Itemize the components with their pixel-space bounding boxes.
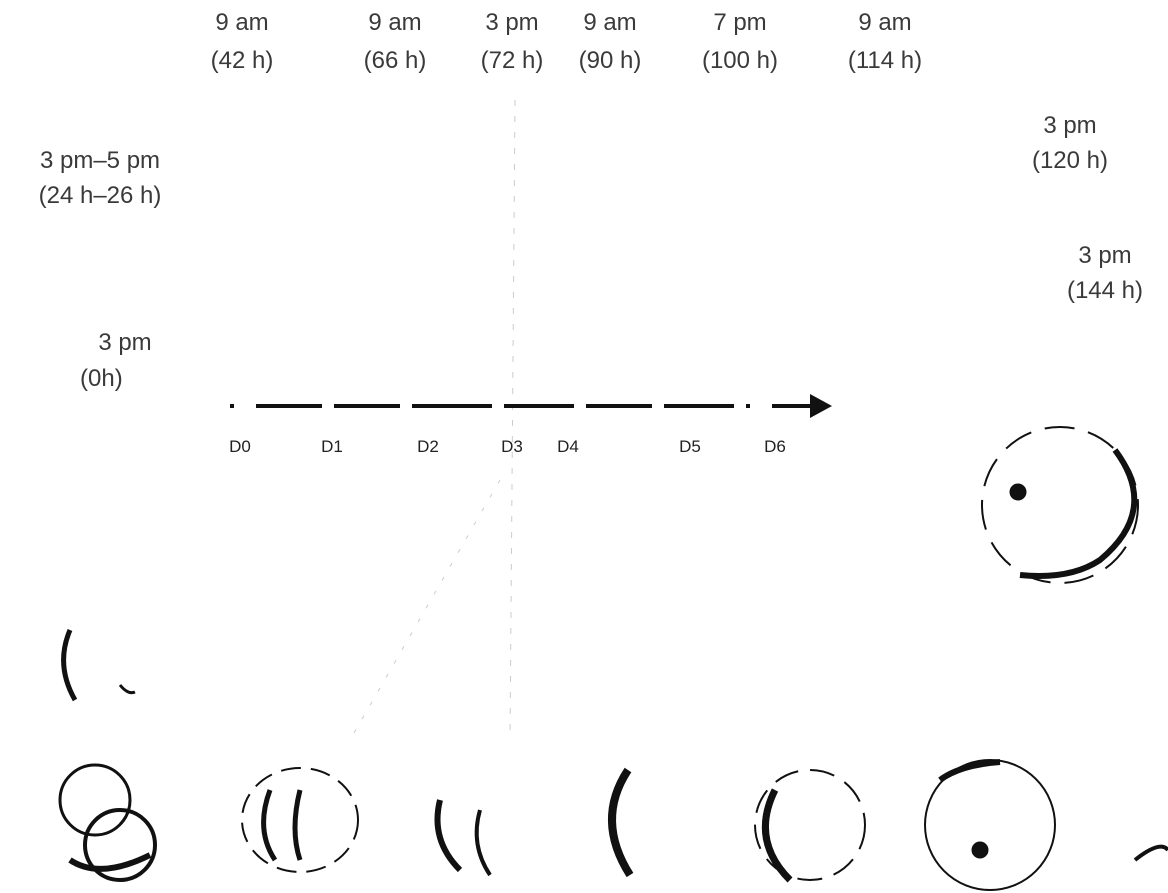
hours-label: (114 h) [848, 47, 922, 74]
time-label: 3 pm [1078, 242, 1131, 269]
day-label: D5 [679, 437, 701, 456]
time-label: 9 am [583, 9, 636, 36]
time-label: 3 pm [1043, 112, 1096, 139]
embryos [58, 426, 1168, 891]
time-label: 9 am [215, 9, 268, 36]
timeline-arrow [230, 394, 832, 418]
time-label: 3 pm–5 pm [40, 147, 160, 174]
time-label: 3 pm [98, 329, 151, 356]
hours-label: (90 h) [579, 47, 642, 74]
day-label: D2 [417, 437, 439, 456]
hours-label: (0h) [80, 365, 123, 392]
day-label: D4 [557, 437, 579, 456]
labels: 9 am (42 h) 9 am (66 h) 3 pm (72 h) 9 am (90 h)… [39, 9, 1143, 456]
day-label: D6 [764, 437, 786, 456]
hours-label: (42 h) [211, 47, 274, 74]
hours-label: (100 h) [702, 47, 778, 74]
time-label: 9 am [368, 9, 421, 36]
hours-label: (24 h–26 h) [39, 182, 162, 209]
hours-label: (66 h) [364, 47, 427, 74]
day-label: D1 [321, 437, 343, 456]
time-label: 3 pm [485, 9, 538, 36]
hours-label: (144 h) [1067, 277, 1143, 304]
hours-label: (72 h) [481, 47, 544, 74]
day-label: D3 [501, 437, 523, 456]
time-label: 7 pm [713, 9, 766, 36]
guide-lines [349, 99, 516, 741]
hours-label: (120 h) [1032, 147, 1108, 174]
time-label: 9 am [858, 9, 911, 36]
day-label: D0 [229, 437, 251, 456]
